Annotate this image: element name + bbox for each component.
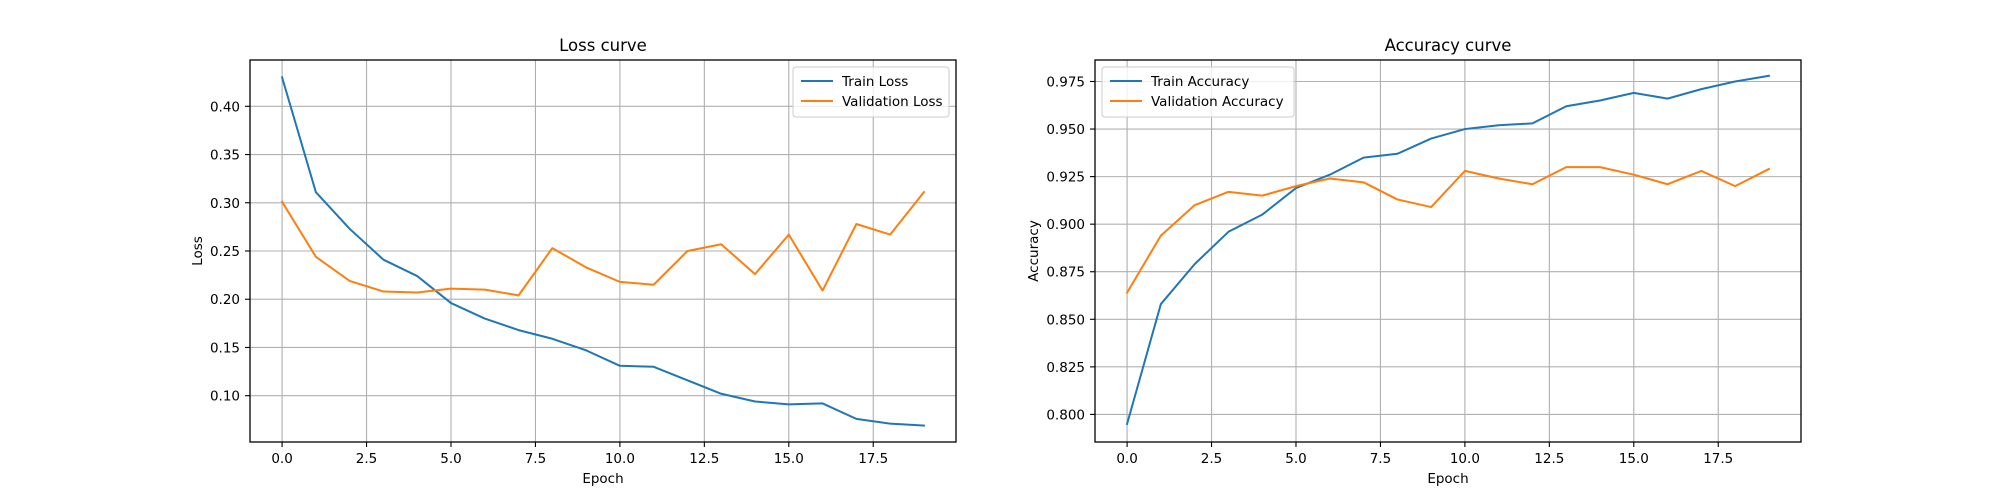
loss-legend: Train Loss Validation Loss xyxy=(792,66,950,118)
accuracy-x-tick-label: 2.5 xyxy=(1201,451,1222,467)
loss-y-tick-label: 0.25 xyxy=(210,244,240,260)
accuracy-series-train-accuracy xyxy=(1125,74,1771,426)
loss-legend-box xyxy=(792,66,950,118)
accuracy-y-tick-label: 0.975 xyxy=(1046,74,1085,90)
loss-x-tick-label: 10.0 xyxy=(605,451,635,467)
accuracy-y-tick-label: 0.850 xyxy=(1046,312,1085,328)
accuracy-x-tick-label: 15.0 xyxy=(1619,451,1649,467)
accuracy-x-tick-label: 7.5 xyxy=(1370,451,1391,467)
accuracy-plot-area xyxy=(1095,60,1801,442)
loss-y-axis-label: Loss xyxy=(190,236,206,266)
loss-y-tick-label: 0.30 xyxy=(210,196,240,212)
accuracy-legend: Train Accuracy Validation Accuracy xyxy=(1101,66,1295,118)
accuracy-y-tick-label: 0.825 xyxy=(1046,360,1085,376)
accuracy-legend-box xyxy=(1101,66,1295,118)
loss-y-tick-label: 0.35 xyxy=(210,148,240,164)
loss-x-tick-label: 7.5 xyxy=(525,451,546,467)
accuracy-y-axis-label: Accuracy xyxy=(1026,220,1042,282)
loss-x-tick-label: 0.0 xyxy=(271,451,292,467)
accuracy-lines xyxy=(1125,74,1771,426)
loss-ticks: 0.0 2.5 5.0 7.5 10.0 12.5 15.0 17.5 0.10 0.15 0.20… xyxy=(210,99,888,467)
loss-grid xyxy=(250,60,956,442)
loss-x-tick-label: 5.0 xyxy=(440,451,461,467)
loss-legend-label-validation-loss: Validation Loss xyxy=(842,94,943,110)
accuracy-legend-label-train-accuracy: Train Accuracy xyxy=(1150,74,1249,90)
accuracy-series-validation-accuracy xyxy=(1125,166,1771,295)
accuracy-chart-title: Accuracy curve xyxy=(1385,36,1512,55)
loss-y-tick-label: 0.20 xyxy=(210,292,240,308)
loss-lines xyxy=(280,76,926,427)
accuracy-grid xyxy=(1095,60,1801,442)
loss-y-tick-label: 0.40 xyxy=(210,99,240,115)
accuracy-ticks: 0.0 2.5 5.0 7.5 10.0 12.5 15.0 17.5 0.800 0.825 0.… xyxy=(1046,74,1733,467)
loss-x-tick-label: 12.5 xyxy=(689,451,719,467)
accuracy-y-tick-label: 0.950 xyxy=(1046,122,1085,138)
loss-chart: 0.0 2.5 5.0 7.5 10.0 12.5 15.0 17.5 0.10 0.15 0.20… xyxy=(190,36,957,487)
loss-series-train-loss xyxy=(280,76,925,427)
accuracy-x-tick-label: 0.0 xyxy=(1116,451,1137,467)
loss-x-tick-label: 2.5 xyxy=(356,451,377,467)
loss-y-tick-label: 0.15 xyxy=(210,340,240,356)
loss-legend-label-train-loss: Train Loss xyxy=(841,74,908,90)
accuracy-y-tick-label: 0.800 xyxy=(1046,407,1085,423)
accuracy-y-tick-label: 0.925 xyxy=(1046,170,1085,186)
accuracy-x-tick-label: 5.0 xyxy=(1285,451,1306,467)
accuracy-x-axis-label: Epoch xyxy=(1427,471,1468,487)
loss-series-validation-loss xyxy=(280,190,926,297)
accuracy-x-tick-label: 17.5 xyxy=(1703,451,1733,467)
accuracy-y-tick-label: 0.900 xyxy=(1046,217,1085,233)
loss-chart-title: Loss curve xyxy=(559,36,647,55)
accuracy-plot-frame xyxy=(1094,59,1802,443)
accuracy-x-tick-label: 12.5 xyxy=(1534,451,1564,467)
loss-y-tick-label: 0.10 xyxy=(210,389,240,405)
accuracy-chart: 0.0 2.5 5.0 7.5 10.0 12.5 15.0 17.5 0.800 0.825 0.… xyxy=(1026,36,1802,487)
loss-x-tick-label: 15.0 xyxy=(774,451,804,467)
accuracy-x-tick-label: 10.0 xyxy=(1450,451,1480,467)
loss-x-tick-label: 17.5 xyxy=(858,451,888,467)
loss-x-axis-label: Epoch xyxy=(582,471,623,487)
accuracy-y-tick-label: 0.875 xyxy=(1046,265,1085,281)
accuracy-legend-label-validation-accuracy: Validation Accuracy xyxy=(1151,94,1284,110)
